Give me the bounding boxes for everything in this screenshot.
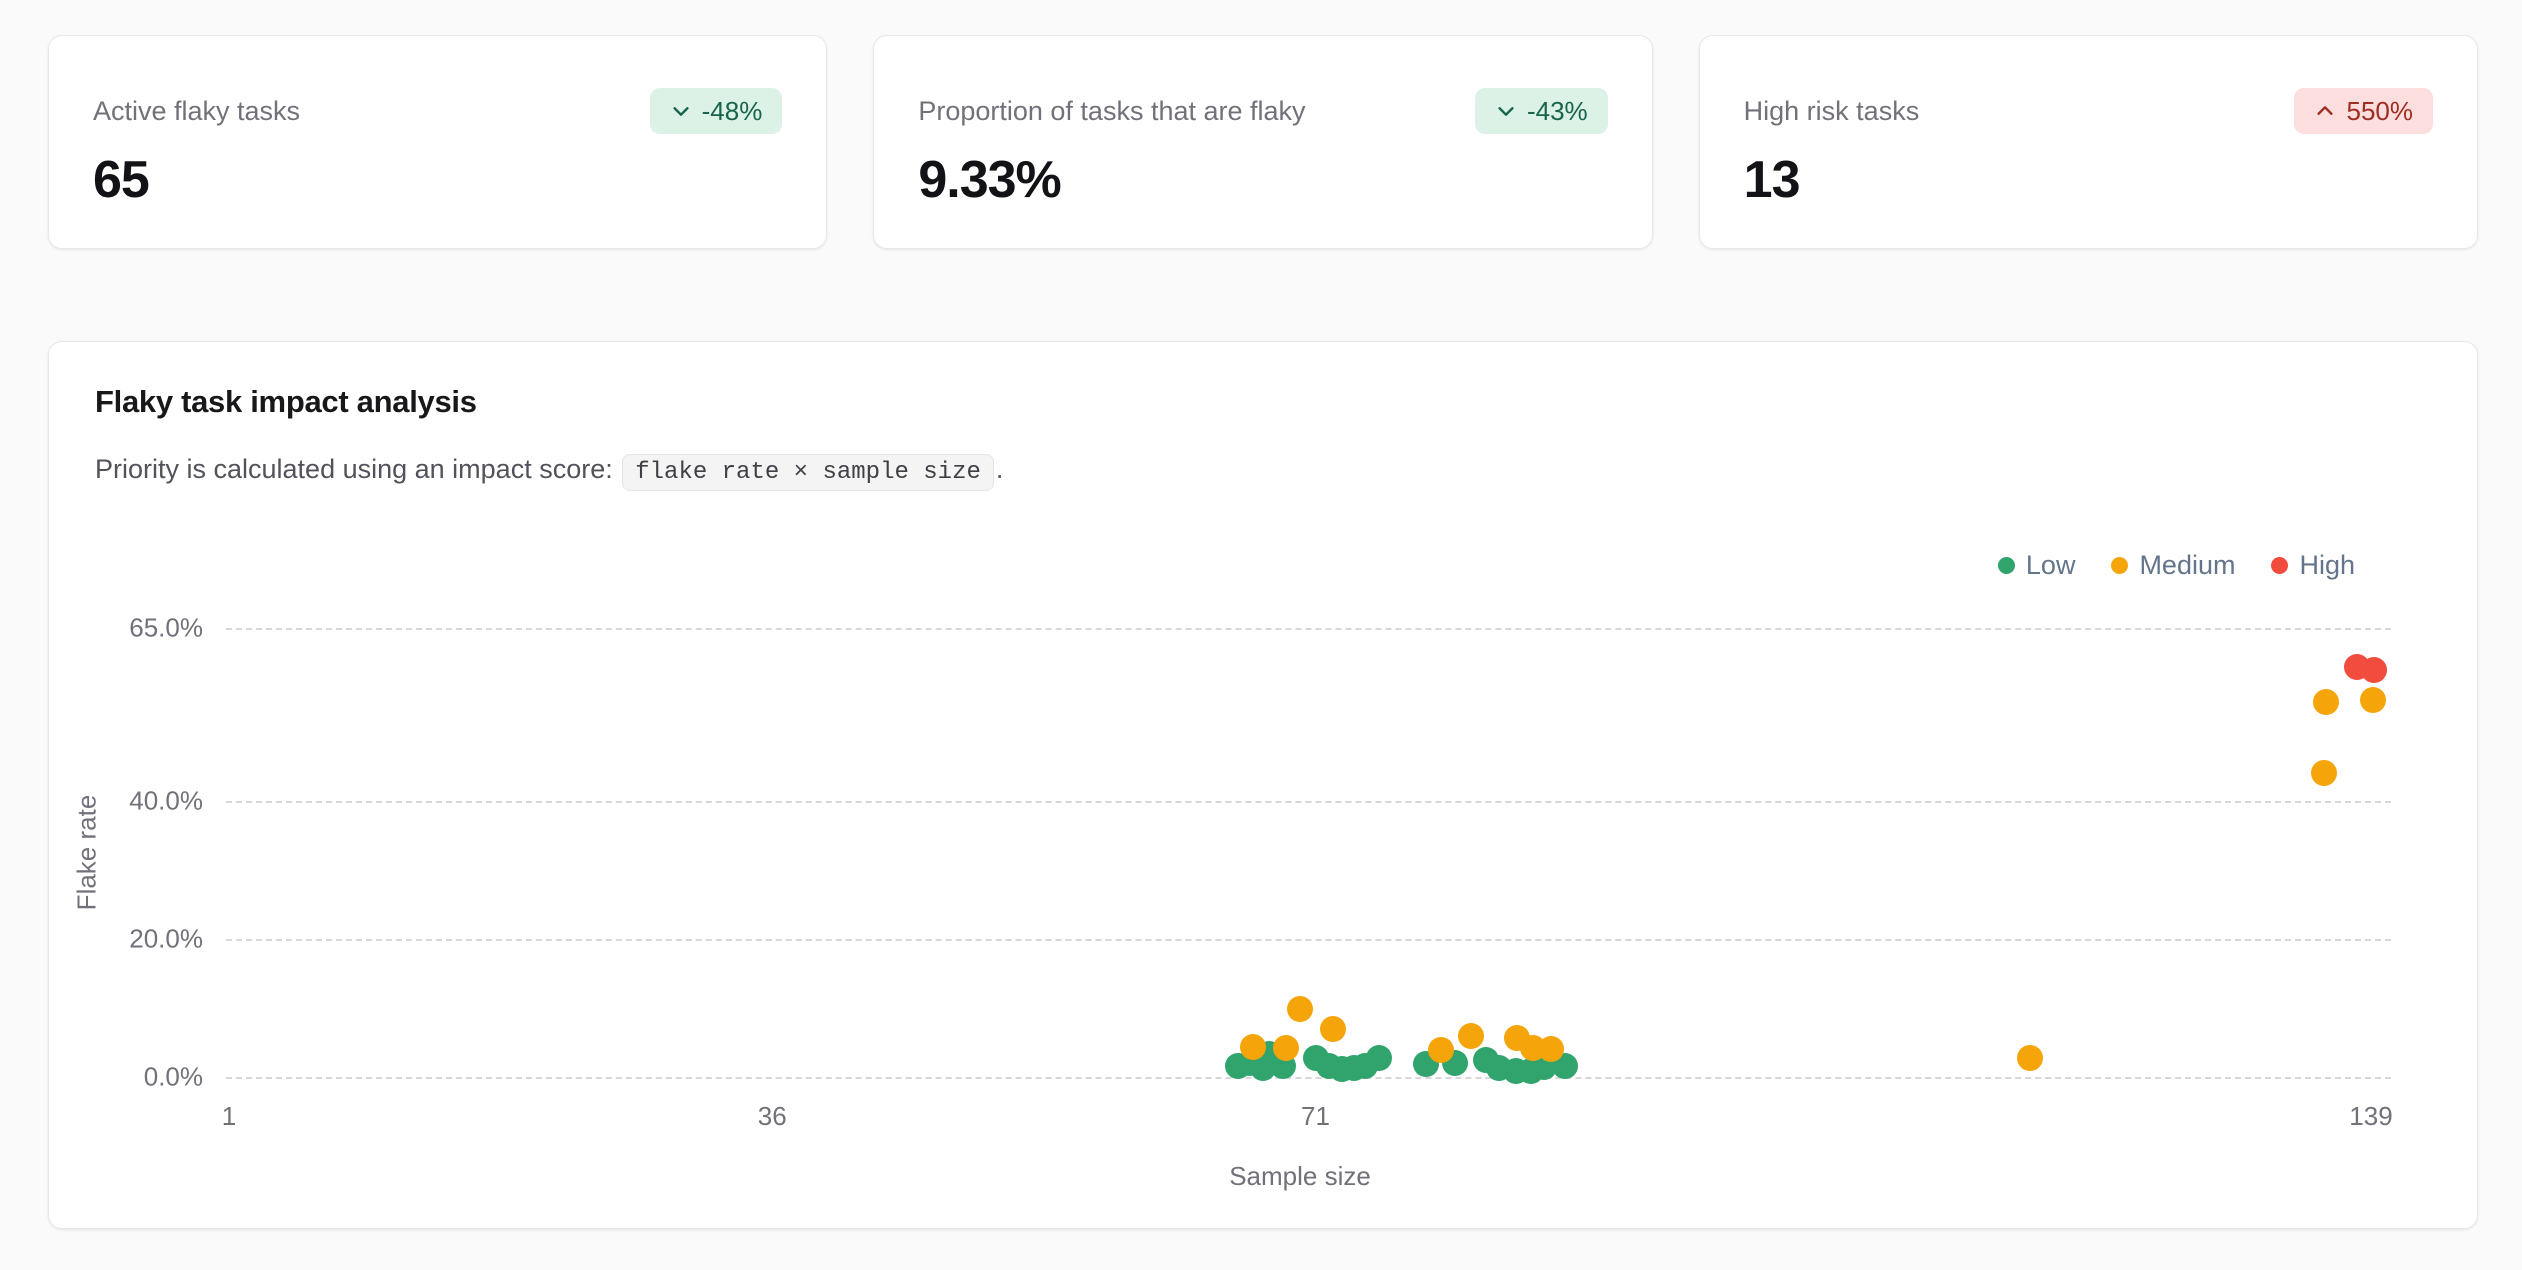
stat-label: High risk tasks [1743,95,1920,126]
scatter-point-medium[interactable] [1240,1033,1267,1060]
x-axis-tick-label: 1 [221,1101,237,1131]
stat-value: 9.33% [918,151,1061,209]
trend-badge: 550% [2294,88,2433,134]
trend-badge-text: -43% [1526,95,1588,126]
stat-value: 13 [1743,151,1801,209]
scatter-point-medium[interactable] [1273,1034,1300,1061]
legend-dot [2271,557,2289,574]
trend-badge-text: 550% [2346,95,2413,126]
legend-dot [2111,557,2129,574]
scatter-point-medium[interactable] [2016,1044,2043,1071]
flaky-task-impact-card: Flaky task impact analysis Priority is c… [48,341,2478,1229]
trend-badge: -48% [649,88,783,134]
stat-cards-row: Active flaky tasks -48% 65 Proportion of… [48,35,2478,249]
impact-scatter-chart: 0.0% 20.0% 40.0% 65.0% 1 36 71 139 Sample size Fl… [49,342,2477,1228]
scatter-point-medium[interactable] [1287,995,1313,1022]
trend-badge: -43% [1474,88,1608,134]
stat-card-proportion-flaky: Proportion of tasks that are flaky -43% … [873,35,1653,249]
x-axis-tick-label: 139 [2349,1101,2393,1131]
scatter-point-low[interactable] [1366,1045,1393,1072]
scatter-point-medium[interactable] [2312,688,2339,715]
legend-item-medium[interactable]: Medium [2111,550,2235,581]
legend-label: Low [2025,550,2076,580]
stat-label: Active flaky tasks [93,95,301,126]
stat-value: 65 [93,151,150,209]
y-gridline [226,938,2391,941]
y-gridline [226,1077,2391,1079]
legend-label: High [2299,550,2355,580]
x-axis-tick-label: 36 [757,1101,787,1131]
stat-card-active-flaky-tasks: Active flaky tasks -48% 65 [48,35,828,249]
chevron-down-icon [673,107,689,116]
scatter-point-medium[interactable] [2359,686,2386,713]
legend-item-high[interactable]: High [2271,550,2355,581]
y-axis-tick-label: 20.0% [129,923,203,954]
y-gridline [226,800,2391,803]
legend-item-low[interactable]: Low [1997,550,2076,581]
y-axis-tick-label: 0.0% [143,1061,203,1092]
chart-legend: Low Medium High [1997,550,2355,581]
chevron-down-icon [1498,107,1514,116]
scatter-point-medium[interactable] [1428,1037,1455,1064]
card-subtitle: Priority is calculated using an impact s… [95,454,1004,491]
legend-dot [1997,557,2015,574]
y-axis-title: Flake rate [71,794,102,910]
scatter-point-medium[interactable] [2311,760,2338,787]
card-title: Flaky task impact analysis [95,384,477,419]
chevron-up-icon [2317,106,2334,115]
stat-card-high-risk-tasks: High risk tasks 550% 13 [1698,35,2478,249]
impact-score-formula: flake rate × sample size [622,454,994,491]
x-axis-tick-label: 71 [1301,1101,1330,1131]
dashboard: Active flaky tasks -48% 65 Proportion of… [48,35,2478,1229]
subtitle-period: . [995,454,1004,484]
stat-label: Proportion of tasks that are flaky [918,95,1306,126]
scatter-point-medium[interactable] [1538,1036,1565,1063]
subtitle-text: Priority is calculated using an impact s… [95,454,621,484]
y-gridline [226,628,2391,630]
scatter-point-medium[interactable] [1457,1022,1484,1049]
scatter-point-high[interactable] [2361,657,2388,684]
y-axis-tick-label: 40.0% [129,785,203,816]
trend-badge-text: -48% [701,95,763,126]
x-axis-title: Sample size [1229,1161,1371,1191]
y-axis-tick-label: 65.0% [129,612,203,643]
legend-label: Medium [2139,550,2236,580]
scatter-point-medium[interactable] [1319,1015,1346,1042]
